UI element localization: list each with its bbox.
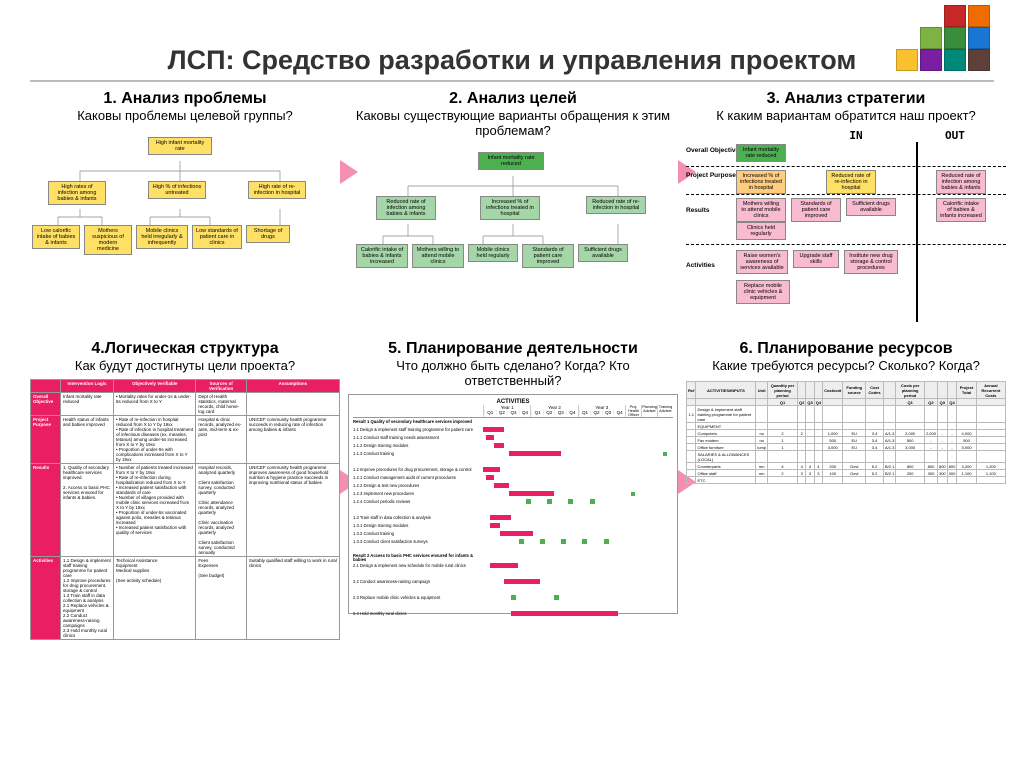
st-pp: Increased % of infections treated in hos… bbox=[736, 170, 786, 194]
s2-title: 2. Анализ целей bbox=[348, 90, 678, 108]
ot-l3-3: Standards of patient care improved bbox=[522, 244, 574, 268]
strat-r2: Results bbox=[686, 207, 709, 214]
section-4: 4.Логическая структура Как будут достигн… bbox=[30, 340, 340, 640]
pt-l2-1: High % of infections untreated bbox=[148, 181, 206, 199]
s3-sub: К каким вариантам обратится наш проект? bbox=[686, 108, 1006, 123]
pt-l2-2: High rate of re-infection in hospital bbox=[248, 181, 306, 199]
section-3: 3. Анализ стратегии К каким вариантам об… bbox=[686, 90, 1006, 332]
s6-title: 6. Планирование ресурсов bbox=[686, 340, 1006, 358]
st-r-o: Calorific intake of babies & infants inc… bbox=[936, 198, 986, 222]
section-2: 2. Анализ целей Каковы существующие вари… bbox=[348, 90, 678, 332]
st-r0: Mothers willing to attend mobile clinics bbox=[736, 198, 786, 222]
ot-l2-2: Reduced rate of re-infection in hospital bbox=[586, 196, 646, 214]
budget-table: RefACTIVITIES/INPUTSUnitQuantity per pla… bbox=[686, 381, 1006, 484]
logo-cubes bbox=[894, 5, 994, 65]
s2-sub: Каковы существующие варианты обращения к… bbox=[348, 108, 678, 138]
pt-l3-2: Mobile clinics held irregularly & infreq… bbox=[136, 225, 188, 249]
st-pp-o1: Reduced rate of re-infection in hospital bbox=[826, 170, 876, 194]
s6-sub: Какие требуются ресурсы? Сколько? Когда? bbox=[686, 358, 1006, 373]
section-1: 1. Анализ проблемы Каковы проблемы целев… bbox=[30, 90, 340, 332]
st-a1: Upgrade staff skills bbox=[793, 250, 839, 268]
st-oo: Infant mortality rate reduced bbox=[736, 144, 786, 162]
main-title: ЛСП: Средство разработки и управления пр… bbox=[30, 45, 994, 82]
strat-r1: Project Purpose bbox=[686, 172, 736, 179]
ot-root: Infant mortality rate reduced bbox=[478, 152, 544, 170]
st-r2: Sufficient drugs available bbox=[846, 198, 896, 216]
s1-sub: Каковы проблемы целевой группы? bbox=[30, 108, 340, 123]
s3-title: 3. Анализ стратегии bbox=[686, 90, 1006, 108]
st-a3: Replace mobile clinic vehicles & equipme… bbox=[736, 280, 790, 304]
s4-title: 4.Логическая структура bbox=[30, 340, 340, 358]
ot-l3-4: Sufficient drugs available bbox=[578, 244, 628, 262]
content-grid: 1. Анализ проблемы Каковы проблемы целев… bbox=[30, 90, 994, 640]
logframe-table: Intervention LogicObjectively Verifiable… bbox=[30, 379, 340, 640]
gantt-header: Year 1Q1Q2Q3Q4Year 2Q1Q2Q3Q4Year 3Q1Q2Q3… bbox=[353, 405, 673, 418]
out-label: OUT bbox=[945, 129, 965, 142]
s1-title: 1. Анализ проблемы bbox=[30, 90, 340, 108]
ot-l2-1: Increased % of infections treated in hos… bbox=[480, 196, 540, 220]
pt-l2-0: High rates of infection among babies & i… bbox=[48, 181, 106, 205]
pt-l3-4: Shortage of drugs bbox=[246, 225, 290, 243]
pt-l3-0: Low calorific intake of babies & infants bbox=[32, 225, 80, 249]
st-a0: Raise women's awareness of services avai… bbox=[736, 250, 788, 274]
strat-r0: Overall Objective bbox=[686, 147, 739, 154]
pt-root: High infant mortality rate bbox=[148, 137, 212, 155]
ot-l3-1: Mothers willing to attend mobile clinics bbox=[412, 244, 464, 268]
strat-r3: Activities bbox=[686, 262, 715, 269]
st-pp-o2: Reduced rate of infection among babies &… bbox=[936, 170, 986, 194]
ot-l3-2: Mobile clinics held regularly bbox=[468, 244, 518, 262]
ot-l2-0: Reduced rate of infection among babies &… bbox=[376, 196, 436, 220]
pt-l3-1: Mothers suspicious of modern medicine bbox=[84, 225, 132, 255]
st-r1: Standards of patient care improved bbox=[791, 198, 841, 222]
st-r3: Clinics held regularly bbox=[736, 222, 786, 240]
gantt-chart: ACTIVITIES Year 1Q1Q2Q3Q4Year 2Q1Q2Q3Q4Y… bbox=[348, 394, 678, 614]
in-label: IN bbox=[849, 129, 862, 142]
ot-l3-0: Calorific intake of babies & infants inc… bbox=[356, 244, 408, 268]
section-5: 5. Планирование деятельности Что должно … bbox=[348, 340, 678, 640]
in-out-header: IN OUT bbox=[686, 129, 1006, 142]
section-6: 6. Планирование ресурсов Какие требуются… bbox=[686, 340, 1006, 640]
s4-sub: Как будут достигнуты цели проекта? bbox=[30, 358, 340, 373]
objective-tree: Infant mortality rate reduced Reduced ra… bbox=[348, 144, 678, 294]
s5-sub: Что должно быть сделано? Когда? Кто отве… bbox=[348, 358, 678, 388]
problem-tree: High infant mortality rate High rates of… bbox=[30, 129, 340, 279]
strategy-area: Overall Objective Infant mortality rate … bbox=[686, 142, 1006, 332]
st-a2: Institute new drug storage & control pro… bbox=[844, 250, 898, 274]
pt-l3-3: Low standards of patient care in clinics bbox=[192, 225, 242, 249]
s5-title: 5. Планирование деятельности bbox=[348, 340, 678, 358]
